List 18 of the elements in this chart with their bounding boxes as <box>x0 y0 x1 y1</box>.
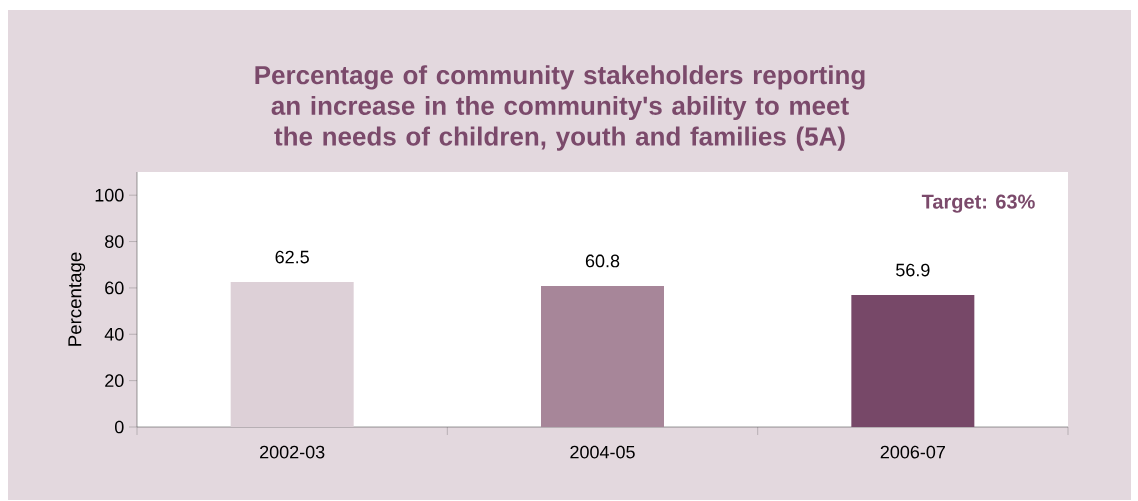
y-tick-label: 40 <box>104 327 124 341</box>
x-tick-label: 2002-03 <box>260 445 325 459</box>
y-tick-label: 80 <box>105 235 124 248</box>
chart-title: Percentage of community stakeholders reporting an increase in the community's ability to meet the needs of children, youth and families (5A) <box>255 65 865 151</box>
x-tick-label: 2006-07 <box>880 445 945 459</box>
y-tick-label: 100 <box>95 188 124 202</box>
y-axis-title: Percentage <box>68 252 86 346</box>
bar <box>851 295 975 427</box>
x-tick-label: 2004-05 <box>570 445 635 459</box>
data-label: 62.5 <box>275 250 309 264</box>
data-label: 60.8 <box>585 254 620 268</box>
y-tick-label: 20 <box>105 374 124 387</box>
y-tick-label: 60 <box>105 281 124 295</box>
bar <box>541 286 665 427</box>
y-tick-label: 0 <box>114 420 124 434</box>
data-label: 56.9 <box>896 263 930 277</box>
bar <box>230 282 354 427</box>
annotation: Target: 63% <box>921 194 1035 213</box>
